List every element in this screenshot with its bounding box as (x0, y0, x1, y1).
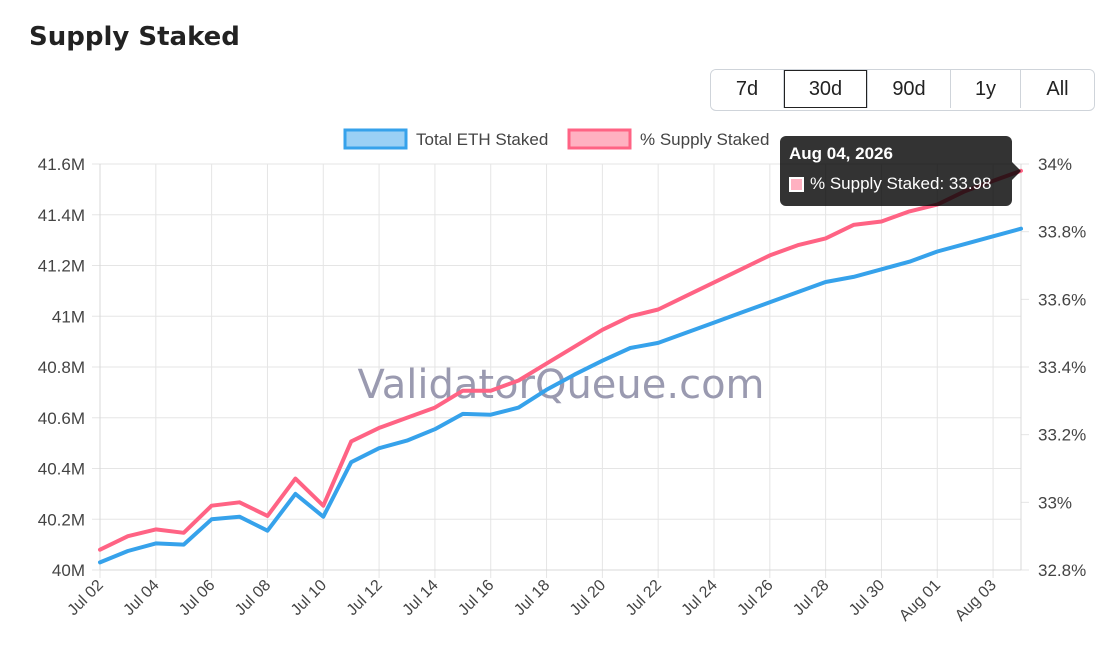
y-left-tick-label: 41M (52, 307, 85, 326)
range-7d-button[interactable]: 7d (711, 70, 784, 108)
tooltip-pointer (1012, 162, 1021, 180)
x-tick-label: Jul 26 (734, 577, 776, 619)
y-left-tick-label: 41.4M (38, 206, 85, 225)
x-tick-label: Jul 18 (511, 577, 553, 619)
y-left-tick-label: 41.6M (38, 155, 85, 174)
y-right-tick-label: 33.8% (1038, 223, 1086, 242)
series-lines (98, 168, 1023, 565)
x-tick-label: Aug 01 (896, 577, 944, 625)
range-1y-button[interactable]: 1y (951, 70, 1021, 108)
x-tick-label: Jul 12 (344, 577, 386, 619)
y-right-tick-label: 33% (1038, 493, 1072, 512)
y-left-tick-label: 41.2M (38, 257, 85, 276)
legend-swatch[interactable] (343, 128, 408, 150)
y-left-tick-label: 40.2M (38, 510, 85, 529)
x-tick-label: Jul 22 (623, 577, 665, 619)
x-tick-label: Jul 28 (790, 577, 832, 619)
series-line-total-eth-staked (98, 226, 1023, 565)
x-tick-label: Aug 03 (952, 577, 1000, 625)
legend[interactable]: Total ETH Staked % Supply Staked (343, 128, 769, 150)
range-all-button[interactable]: All (1021, 70, 1094, 108)
tooltip-swatch (789, 177, 804, 192)
x-tick-label: Jul 06 (176, 577, 218, 619)
series-line-percent-supply-staked (98, 168, 1023, 552)
y-right-tick-label: 32.8% (1038, 561, 1086, 580)
x-tick-label: Jul 02 (65, 577, 107, 619)
y-right-tick-label: 33.4% (1038, 358, 1086, 377)
x-tick-label: Jul 08 (232, 577, 274, 619)
y-left-tick-label: 40.8M (38, 358, 85, 377)
legend-label[interactable]: Total ETH Staked (416, 130, 548, 149)
y-left-tick-label: 40.6M (38, 409, 85, 428)
x-tick-label: Jul 16 (455, 577, 497, 619)
y-left-tick-label: 40.4M (38, 460, 85, 479)
x-tick-label: Jul 14 (400, 577, 442, 619)
range-30d-button[interactable]: 30d (784, 70, 868, 108)
range-90d-button[interactable]: 90d (868, 70, 951, 108)
x-tick-label: Jul 20 (567, 577, 609, 619)
y-right-tick-label: 34% (1038, 155, 1072, 174)
x-tick-label: Jul 30 (846, 577, 888, 619)
tooltip-title: Aug 04, 2026 (789, 144, 893, 163)
watermark: ValidatorQueue.com (357, 362, 764, 408)
y-right-tick-label: 33.6% (1038, 290, 1086, 309)
time-range-selector: 7d 30d 90d 1y All (710, 69, 1095, 111)
chart-tooltip: Aug 04, 2026 % Supply Staked: 33.98 (780, 136, 1012, 206)
y-left-tick-label: 40M (52, 561, 85, 580)
y-right-tick-label: 33.2% (1038, 426, 1086, 445)
page-title: Supply Staked (29, 22, 240, 52)
x-tick-label: Jul 04 (120, 577, 162, 619)
tooltip-body: % Supply Staked: 33.98 (810, 174, 992, 193)
legend-swatch[interactable] (567, 128, 632, 150)
x-tick-label: Jul 10 (288, 577, 330, 619)
legend-label[interactable]: % Supply Staked (640, 130, 769, 149)
x-tick-label: Jul 24 (679, 577, 721, 619)
